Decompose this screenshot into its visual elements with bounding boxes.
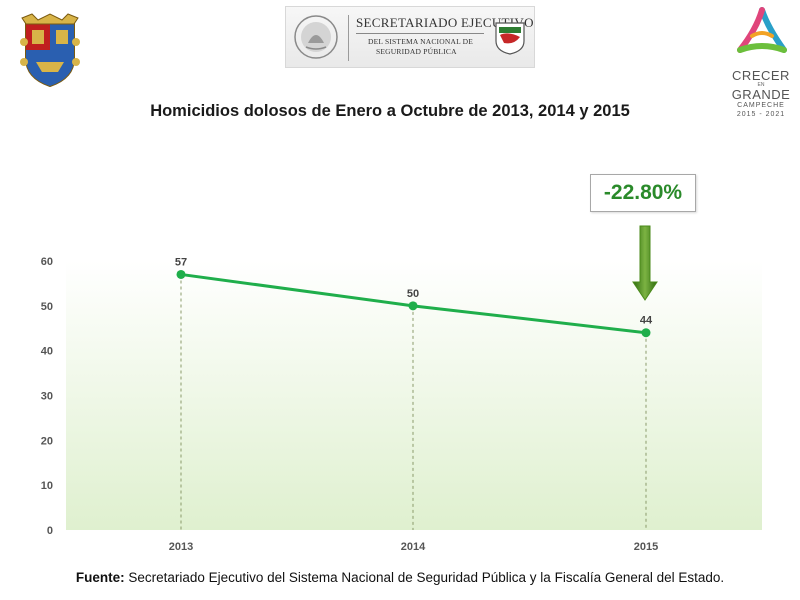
data-point (641, 328, 651, 338)
y-tick-label: 40 (41, 346, 53, 358)
brand-triangle-mark-icon (737, 7, 787, 53)
state-coat-of-arms (20, 13, 80, 88)
brand-years: 2015 - 2021 (736, 111, 786, 118)
x-tick-label: 2015 (634, 541, 658, 553)
data-label: 50 (407, 288, 419, 300)
sesnsp-divider (348, 15, 349, 61)
data-label: 57 (175, 256, 187, 268)
crecer-en-grande-logo: CRECER EN GRANDE CAMPECHE 2015 - 2021 (726, 6, 796, 121)
sesnsp-map-badge-icon (495, 22, 525, 55)
y-tick-label: 20 (41, 435, 53, 447)
x-tick-label: 2013 (169, 541, 193, 553)
x-tick-label: 2014 (401, 541, 426, 553)
sesnsp-name-line1: SECRETARIADO EJECUTIVO (356, 15, 534, 30)
data-label: 44 (640, 315, 653, 327)
sesnsp-rule (356, 33, 484, 34)
y-tick-label: 30 (41, 391, 53, 403)
y-tick-label: 60 (41, 256, 53, 268)
y-tick-label: 10 (41, 480, 53, 492)
brand-word-grande: GRANDE (731, 87, 791, 102)
source-label: Fuente: (75, 570, 125, 585)
source-footnote: Fuente: Secretariado Ejecutivo del Siste… (0, 570, 800, 585)
percent-change-badge: -22.80% (590, 174, 696, 212)
decline-arrow-icon (632, 225, 658, 301)
sesnsp-name-line2: DEL SISTEMA NACIONAL DE (368, 37, 474, 46)
y-tick-label: 50 (41, 301, 53, 313)
brand-word-en: EN (757, 82, 765, 88)
brand-word-crecer: CRECER (732, 68, 790, 83)
plot-area (66, 261, 762, 530)
y-tick-label: 0 (47, 525, 53, 537)
brand-word-campeche: CAMPECHE (737, 102, 785, 109)
source-text: Secretariado Ejecutivo del Sistema Nacio… (124, 570, 725, 585)
sesnsp-name-line3: SEGURIDAD PÚBLICA (376, 47, 457, 56)
sesnsp-logo-banner: SECRETARIADO EJECUTIVO DEL SISTEMA NACIO… (285, 6, 535, 68)
chart-title: Homicidios dolosos de Enero a Octubre de… (150, 102, 630, 120)
homicides-line-chart: 0 10 20 30 40 50 60 2013 2014 2015 57 50 44 (41, 225, 762, 553)
national-emblem-icon (294, 15, 338, 59)
data-point (408, 301, 418, 311)
data-point (176, 269, 186, 279)
